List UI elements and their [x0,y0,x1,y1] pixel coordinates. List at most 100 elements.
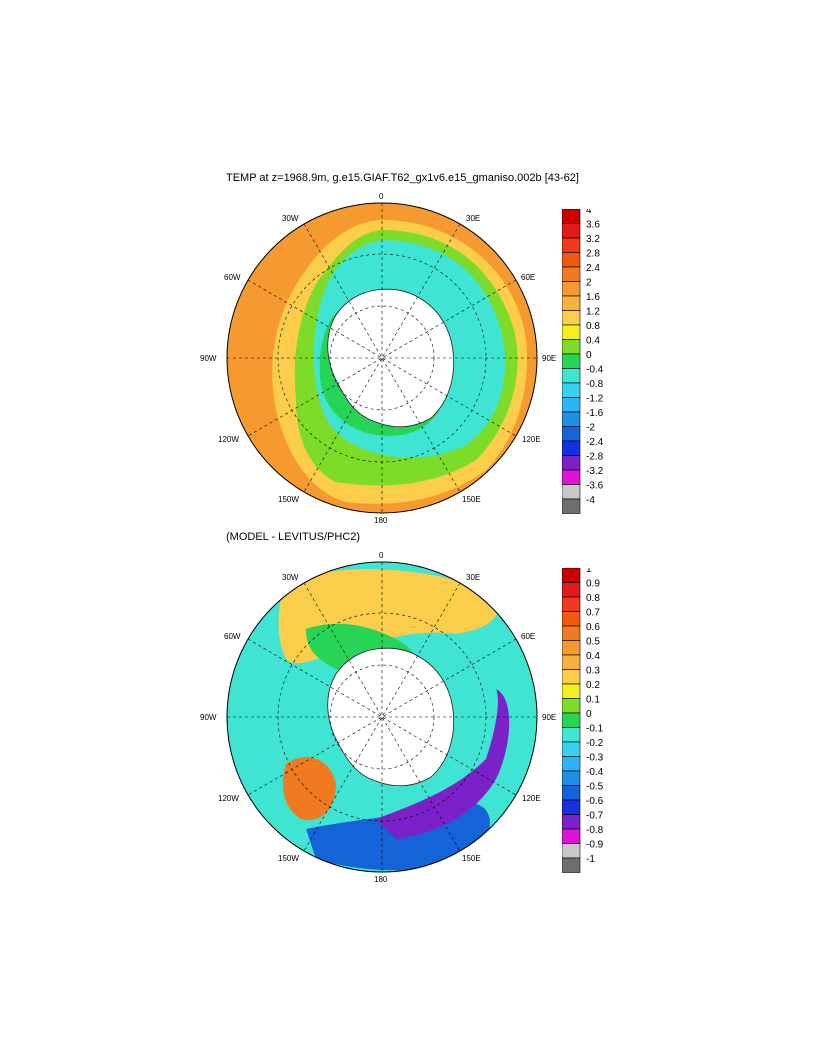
map-border-bottom [226,561,538,873]
lon-label-30e: 30E [466,214,480,223]
top-colorbar-label: 2.8 [586,249,600,260]
lon-label-60w: 60W [224,632,241,641]
bottom-colorbar-swatch [561,567,581,583]
top-colorbar-swatch [561,223,581,239]
bottom-colorbar-label: 0.7 [586,608,600,619]
lon-label-60e: 60E [521,273,535,282]
bottom-colorbar-swatch [561,799,581,815]
bottom-colorbar-swatch [561,843,581,859]
bottom-colorbar-label: 0.1 [586,695,600,706]
lon-label-90e: 90E [542,713,556,722]
purple-patch [376,689,510,839]
top-colorbar-label: 2.4 [586,263,600,274]
bottom-colorbar-label: 0.4 [586,651,600,662]
bottom-panel-title: (MODEL - LEVITUS/PHC2) [226,531,361,543]
bottom-colorbar-swatch [561,611,581,627]
top-colorbar-label: -1.2 [586,394,604,405]
top-colorbar-swatch [561,368,581,384]
top-panel-title: TEMP at z=1968.9m, g.e15.GIAF.T62_gx1v6.… [226,172,579,184]
bottom-colorbar-label: 0.6 [586,622,600,633]
top-colorbar-swatch [561,237,581,253]
bottom-colorbar-swatch [561,669,581,685]
bottom-colorbar-swatch [561,582,581,598]
top-colorbar-swatch [561,295,581,311]
bottom-colorbar-label: 0 [586,709,592,720]
top-colorbar-swatch [561,498,581,514]
bottom-colorbar-swatch [561,770,581,786]
bottom-colorbar-label: 0.5 [586,637,600,648]
lon-label-90w: 90W [200,354,217,363]
lon-label-90w: 90W [200,713,217,722]
top-colorbar-swatch [561,324,581,340]
top-colorbar-label: -3.2 [586,466,604,477]
bottom-colorbar-label: -1 [586,854,595,865]
bottom-polar-map: 0 30E 60E 90E 120E 150E 180 150W 120W 90… [200,551,556,884]
top-colorbar-swatch [561,353,581,369]
bottom-colorbar-label: 0.9 [586,579,600,590]
top-colorbar-label: 0 [586,350,592,361]
bottom-colorbar-label: 0.3 [586,666,600,677]
bottom-colorbar-label: -0.3 [586,753,604,764]
top-colorbar-label: 2 [586,278,592,289]
top-colorbar-label: -1.6 [586,408,604,419]
top-colorbar: 4 3.6 3.2 2.8 2.4 2 1.6 1.2 0.8 0.4 0 -0.4 -0.8 -1.2 -… [561,205,622,531]
lon-label-120e: 120E [522,794,541,803]
map-border [226,202,538,514]
top-colorbar-label: -2 [586,423,595,434]
top-colorbar-label: 0.4 [586,336,600,347]
top-colorbar-label: -0.4 [586,365,604,376]
top-colorbar-label: 3.6 [586,220,600,231]
graticule [227,203,537,513]
lon-label-0: 0 [379,192,384,201]
top-colorbar-swatch [561,266,581,282]
top-colorbar-label: -3.6 [586,481,604,492]
top-colorbar-swatch [561,339,581,355]
top-colorbar-swatch [561,411,581,427]
bottom-colorbar-label: -0.2 [586,738,604,749]
bottom-colorbar-swatch [561,756,581,772]
bottom-colorbar-label: -0.4 [586,767,604,778]
top-colorbar-swatch [561,469,581,485]
bottom-colorbar-swatch [561,640,581,656]
bottom-colorbar-swatch [561,857,581,873]
bottom-colorbar-swatch [561,683,581,699]
top-colorbar-label: 4 [586,209,592,216]
bottom-colorbar-label: 0.2 [586,680,600,691]
top-colorbar-label: -2.8 [586,452,604,463]
lon-label-90e: 90E [542,354,556,363]
bottom-colorbar-swatch [561,785,581,801]
lon-label-180: 180 [374,875,388,884]
bottom-colorbar-swatch [561,596,581,612]
top-colorbar-label: 1.2 [586,307,600,318]
lon-label-180: 180 [374,516,388,525]
lon-label-120e: 120E [522,435,541,444]
bottom-colorbar: 1 0.9 0.8 0.7 0.6 0.5 0.4 0.3 0.2 0.1 0 -0.1 -0.2 -0.… [561,564,622,890]
bottom-colorbar-label: 0.8 [586,593,600,604]
lon-label-120w: 120W [218,435,239,444]
bottom-colorbar-label: -0.8 [586,825,604,836]
graticule-bottom [227,562,537,872]
bottom-colorbar-swatch [561,814,581,830]
lon-label-30e: 30E [466,573,480,582]
lon-label-60e: 60E [521,632,535,641]
lon-label-30w: 30W [282,214,299,223]
top-colorbar-swatch [561,382,581,398]
longitude-labels-bottom: 0 30E 60E 90E 120E 150E 180 150W 120W 90… [200,551,556,884]
top-colorbar-svg: 4 3.6 3.2 2.8 2.4 2 1.6 1.2 0.8 0.4 0 -0.4 -0.8 -1.2 -… [561,205,604,514]
longitude-labels: 0 30E 60E 90E 120E 150E 180 150W 120W 90… [200,192,556,525]
top-colorbar-swatch [561,310,581,326]
lon-label-150e: 150E [462,495,481,504]
bottom-colorbar-label: -0.1 [586,724,604,735]
bottom-colorbar-swatch [561,727,581,743]
lon-label-120w: 120W [218,794,239,803]
bottom-colorbar-swatch [561,712,581,728]
top-colorbar-swatch [561,440,581,456]
red-patch [282,756,336,820]
bottom-colorbar-svg: 1 0.9 0.8 0.7 0.6 0.5 0.4 0.3 0.2 0.1 0 -0.1 -0.2 -0.… [561,564,604,873]
lon-label-0: 0 [379,551,384,560]
top-colorbar-swatch [561,208,581,224]
bottom-colorbar-label: 1 [586,568,592,575]
lon-label-30w: 30W [282,573,299,582]
bottom-colorbar-swatch [561,698,581,714]
top-colorbar-swatch [561,426,581,442]
